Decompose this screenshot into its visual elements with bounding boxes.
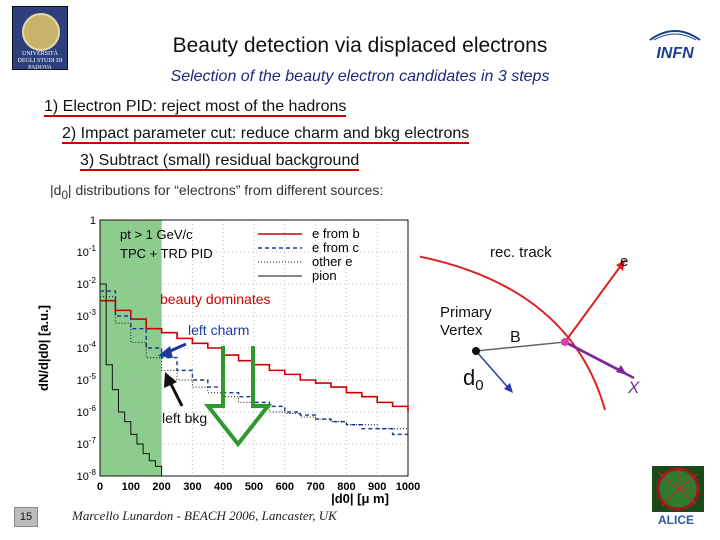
x-tick-label: 200 [152, 481, 170, 493]
legend-label-pion: pion [312, 268, 337, 283]
annotation-beauty: beauty dominates [160, 291, 271, 307]
alice-logo-text: ALICE [658, 513, 694, 526]
x-tick-label: 300 [183, 481, 201, 493]
d0-label: d0 [463, 365, 484, 394]
y-tick-label: 10-1 [77, 244, 97, 259]
infn-logo: INFN [644, 26, 706, 66]
x-tick-label: 400 [214, 481, 232, 493]
vertex-diagram: rec. track e Primary Vertex B d0 X [420, 244, 640, 411]
y-axis-label: dN/d|d0| [a.u.] [36, 305, 51, 391]
e-label: e [620, 253, 628, 270]
vertex-label: Vertex [440, 322, 483, 339]
x-tick-label: 1000 [396, 481, 420, 493]
y-tick-label: 10-8 [77, 468, 97, 483]
university-seal-icon [22, 13, 60, 51]
b-flight-line [475, 341, 566, 352]
y-tick-label: 10-7 [77, 436, 97, 451]
y-tick-label: 10-4 [77, 340, 97, 355]
x-tick-label: 700 [306, 481, 324, 493]
plot-legend: e from b e from c other e pion [258, 226, 360, 283]
y-tick-label: 1 [90, 215, 96, 227]
annotation-charm: left charm [188, 322, 249, 338]
footer-citation: Marcello Lunardon - BEACH 2006, Lancaste… [72, 508, 337, 523]
y-tick-label: 10-2 [77, 276, 97, 291]
electron-arrow-icon [616, 260, 625, 271]
distributions-caption: |d0| distributions for “electrons” from … [50, 182, 383, 202]
impact-parameter-plot: 0 100 200 300 400 500 600 700 800 900 1000 1 10-1 10-… [36, 215, 420, 506]
caption-sub: 0 [61, 188, 68, 202]
step-2-text: 2) Impact parameter cut: reduce charm an… [62, 125, 470, 144]
legend-label-c: e from c [312, 240, 359, 255]
plot-frame [99, 219, 409, 477]
x-tick-label: 0 [97, 481, 103, 493]
primary-vertex-dot [472, 347, 480, 355]
x-tick-label: 500 [245, 481, 263, 493]
y-tick-label: 10-5 [77, 372, 97, 387]
x-tick-label: 600 [276, 481, 294, 493]
x-tick-label: 800 [337, 481, 355, 493]
charm-arrow-icon [158, 342, 187, 358]
step-3: 3) Subtract (small) residual background [80, 152, 360, 171]
d0-arrow-icon [504, 383, 513, 393]
primary-label: Primary [440, 304, 492, 321]
rec-track-curve [420, 255, 606, 411]
infn-logo-text: INFN [656, 45, 694, 62]
university-logo: UNIVERSITÀ DEGLI STUDI DI PADOVA [12, 6, 68, 71]
rec-track-label: rec. track [490, 244, 552, 261]
series-pion [100, 283, 174, 477]
b-label: B [510, 329, 521, 346]
x-tick-label: 100 [122, 481, 140, 493]
slide-title: Beauty detection via displaced electrons [172, 34, 548, 57]
electron-track [564, 259, 626, 343]
cut-down-arrow-icon [203, 346, 273, 448]
legend-label-other: other e [312, 254, 352, 269]
university-logo-text: UNIVERSITÀ DEGLI STUDI DI PADOVA [17, 51, 63, 71]
cut-pid: TPC + TRD PID [120, 246, 213, 261]
legend-label-b: e from b [312, 226, 360, 241]
page-number: 15 [14, 507, 38, 527]
step-3-text: 3) Subtract (small) residual background [80, 152, 360, 171]
alice-logo: ALICE [652, 466, 704, 526]
bkg-arrow-icon [164, 372, 184, 407]
plot-ticks: 0 100 200 300 400 500 600 700 800 900 1000 1 10-1 10-… [77, 215, 420, 493]
step-1: 1) Electron PID: reject most of the hadr… [44, 98, 347, 117]
slide-subtitle: Selection of the beauty electron candida… [170, 68, 550, 85]
y-tick-label: 10-6 [77, 404, 97, 419]
d0-arrow-line [475, 350, 512, 392]
secondary-vertex-dot [561, 338, 569, 346]
x-label: X [627, 378, 640, 397]
y-tick-label: 10-3 [77, 308, 97, 323]
x-axis-label: |d0| [μ m] [331, 491, 389, 506]
caption-suffix: | distributions for “electrons” from dif… [67, 182, 384, 198]
step-1-text: 1) Electron PID: reject most of the hadr… [44, 98, 347, 117]
step-2: 2) Impact parameter cut: reduce charm an… [62, 125, 470, 144]
annotation-bkg: left bkg [162, 410, 207, 426]
cut-pt: pt > 1 GeV/c [120, 227, 193, 242]
caption-prefix: |d [50, 182, 62, 198]
x-track-2 [564, 340, 635, 380]
x-tick-label: 900 [368, 481, 386, 493]
